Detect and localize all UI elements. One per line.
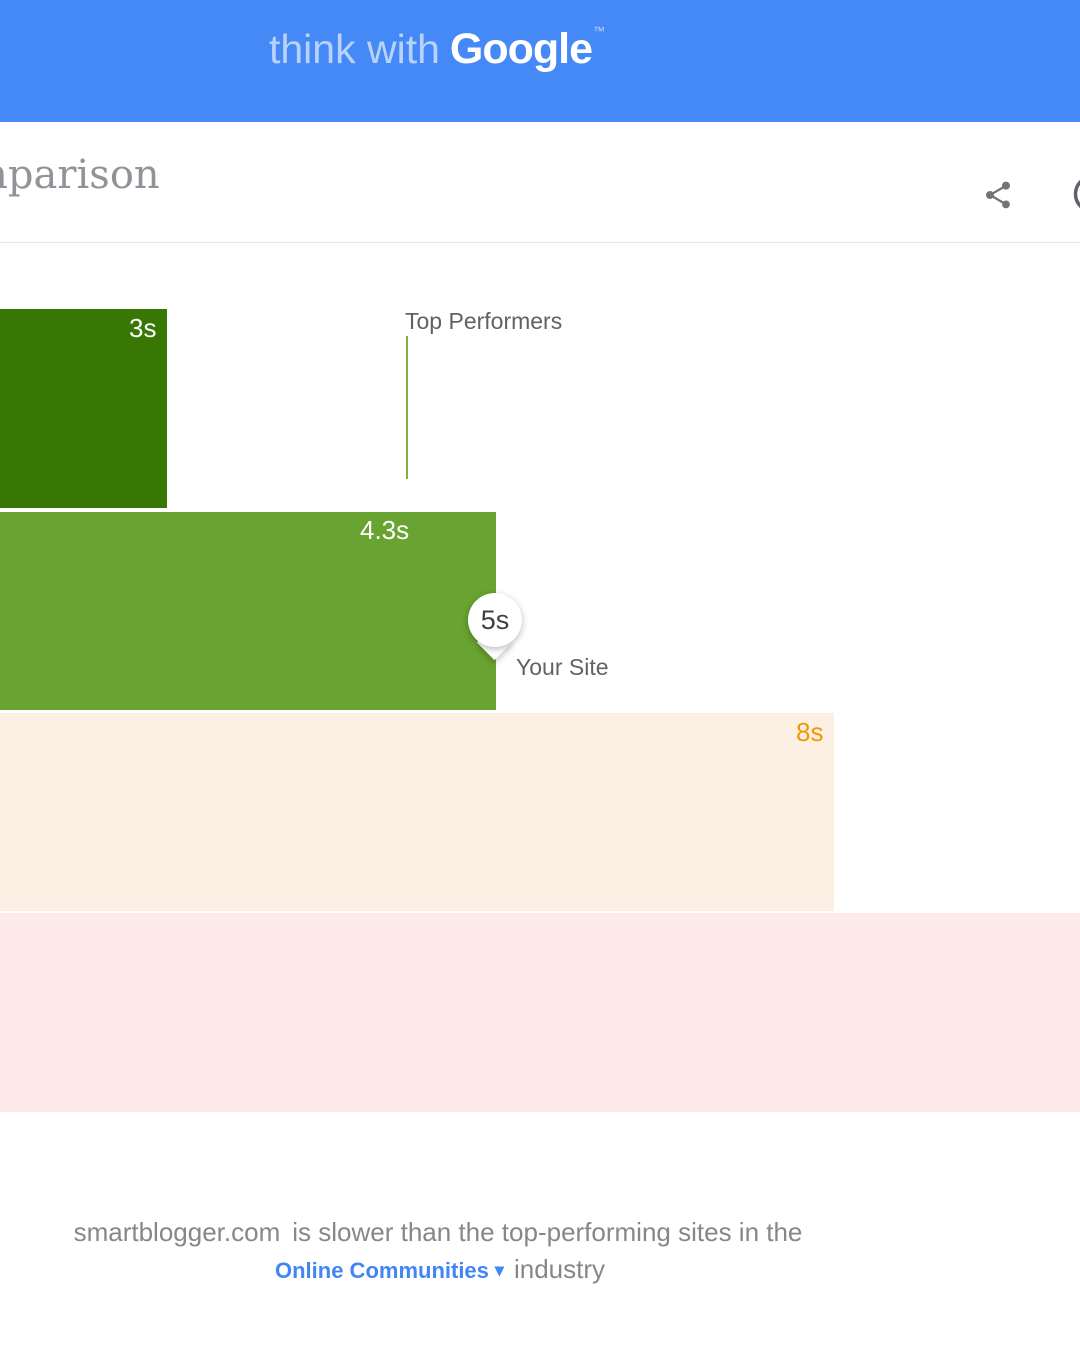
comparison-text: is slower than the top-performing sites …	[292, 1217, 803, 1247]
industry-word: industry	[513, 1254, 606, 1284]
bar-top-performers-3s	[0, 309, 167, 508]
page-title: mparison	[0, 152, 160, 198]
share-button[interactable]	[982, 179, 1014, 211]
comparison-sentence-line1: smartblogger.com is slower than the top-p…	[74, 1217, 803, 1248]
top-banner: think with Google™	[0, 0, 1080, 122]
trademark-symbol: ™	[593, 24, 606, 38]
your-site-label: Your Site	[516, 654, 609, 680]
bar-4-3s	[0, 512, 496, 710]
site-name: smartblogger.com	[73, 1217, 281, 1247]
bar2-value-label: 4.3s	[360, 515, 410, 545]
partial-circle-icon	[1073, 179, 1080, 209]
bar-slowest-unlabeled	[0, 913, 1080, 1112]
top-performers-marker-line	[406, 336, 408, 479]
industry-dropdown[interactable]: Online Communities ▾	[275, 1258, 504, 1283]
share-icon	[986, 181, 1010, 209]
bar1-value-label: 3s	[129, 313, 157, 343]
header-divider	[0, 242, 1080, 243]
think-with-google-logo: think with Google™	[269, 24, 605, 74]
bar3-value-label: 8s	[796, 717, 824, 747]
logo-google: Google	[449, 25, 593, 73]
chevron-down-icon: ▾	[494, 1260, 504, 1280]
logo-think-with: think with	[268, 26, 440, 72]
clipped-circle-button[interactable]	[1070, 172, 1080, 218]
top-performers-label: Top Performers	[405, 308, 563, 334]
industry-dropdown-label: Online Communities	[274, 1258, 489, 1283]
comparison-sentence-line2: Online Communities ▾ industry	[275, 1254, 605, 1285]
bar-8s	[0, 713, 834, 911]
your-site-pin: 5s	[468, 593, 522, 647]
your-site-value: 5s	[480, 604, 510, 635]
